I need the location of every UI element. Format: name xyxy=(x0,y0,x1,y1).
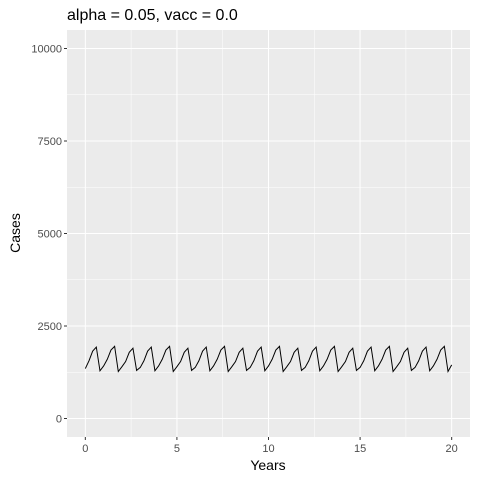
x-tick-label: 20 xyxy=(446,443,458,455)
y-tick-label: 7500 xyxy=(38,136,62,148)
x-axis-label: Years xyxy=(250,457,285,473)
y-tick-label: 5000 xyxy=(38,229,62,241)
y-tick-label: 2500 xyxy=(38,321,62,333)
y-axis-label: Cases xyxy=(7,213,23,253)
data-line xyxy=(84,345,453,374)
y-tick-label: 10000 xyxy=(31,44,62,56)
x-tick-label: 10 xyxy=(262,443,274,455)
x-tick-label: 15 xyxy=(354,443,366,455)
chart-title: alpha = 0.05, vacc = 0.0 xyxy=(67,7,238,24)
y-tick-label: 0 xyxy=(56,414,62,426)
x-tick-label: 0 xyxy=(82,443,88,455)
x-tick-label: 5 xyxy=(174,443,180,455)
